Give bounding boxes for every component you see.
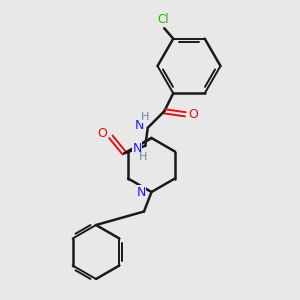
Text: N: N bbox=[132, 142, 142, 155]
Text: H: H bbox=[139, 152, 147, 162]
Text: O: O bbox=[189, 108, 199, 121]
Text: H: H bbox=[141, 112, 149, 122]
Text: Cl: Cl bbox=[157, 13, 169, 26]
Text: N: N bbox=[135, 119, 144, 132]
Text: O: O bbox=[98, 127, 107, 140]
Text: N: N bbox=[136, 185, 146, 199]
